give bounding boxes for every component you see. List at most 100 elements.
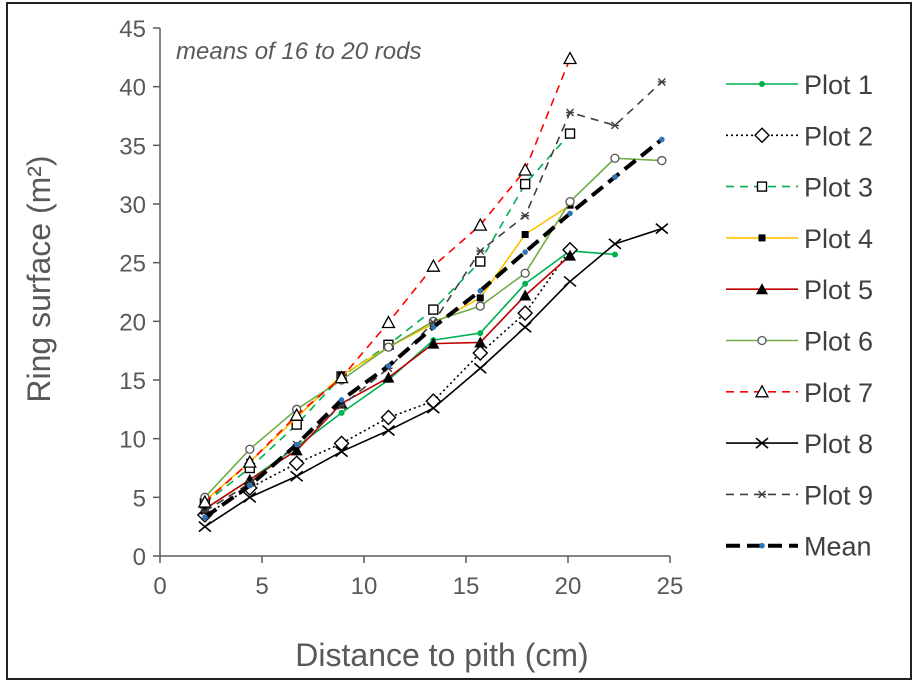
data-point bbox=[477, 288, 484, 294]
data-point bbox=[610, 153, 620, 163]
data-point bbox=[202, 514, 208, 521]
data-point bbox=[608, 238, 622, 250]
data-point bbox=[334, 370, 349, 384]
legend-item: Mean bbox=[726, 532, 872, 562]
data-point bbox=[290, 470, 304, 482]
data-point bbox=[611, 251, 618, 258]
x-tick-label: 20 bbox=[555, 573, 582, 600]
data-point bbox=[382, 371, 395, 383]
x-tick-label: 10 bbox=[351, 573, 378, 600]
legend-label: Mean bbox=[804, 532, 872, 562]
data-point bbox=[473, 362, 487, 374]
series-line bbox=[204, 204, 571, 502]
y-tick-label: 15 bbox=[119, 368, 146, 395]
legend-marker bbox=[755, 437, 769, 449]
y-tick-label: 40 bbox=[119, 75, 146, 102]
legend-label: Plot 9 bbox=[804, 480, 873, 510]
data-point bbox=[426, 258, 441, 272]
y-tick-label: 10 bbox=[119, 427, 146, 454]
y-tick-label: 45 bbox=[119, 16, 146, 43]
data-point bbox=[473, 217, 488, 231]
data-point bbox=[477, 330, 484, 337]
legend-label: Plot 8 bbox=[804, 429, 873, 459]
x-tick-label: 0 bbox=[153, 573, 166, 600]
legend-item: Plot 2 bbox=[726, 121, 873, 151]
data-point bbox=[472, 345, 489, 362]
legend-label: Plot 1 bbox=[804, 70, 873, 100]
x-tick-label: 15 bbox=[453, 573, 480, 600]
data-point bbox=[474, 336, 487, 348]
legend-label: Plot 7 bbox=[804, 378, 873, 408]
data-point bbox=[197, 494, 212, 508]
y-axis-title: Ring surface (m²) bbox=[21, 155, 57, 402]
x-axis-title: Distance to pith (cm) bbox=[295, 637, 588, 673]
data-point bbox=[335, 445, 349, 458]
legend-item: Plot 4 bbox=[726, 224, 873, 254]
data-point bbox=[519, 178, 531, 190]
legend-item: Plot 6 bbox=[726, 327, 873, 357]
data-point bbox=[521, 211, 530, 220]
data-point bbox=[520, 268, 530, 278]
legend-label: Plot 4 bbox=[804, 224, 873, 254]
data-point bbox=[522, 280, 529, 287]
data-point bbox=[521, 231, 529, 239]
data-point bbox=[565, 197, 575, 207]
series-plot-7 bbox=[197, 51, 578, 508]
data-point bbox=[563, 275, 577, 288]
legend-label: Plot 6 bbox=[804, 327, 873, 357]
legend-label: Plot 2 bbox=[804, 121, 873, 151]
axes: 0 5 10 15 20 25 0 5 10 15 20 25 30 35 40 45 bbox=[119, 16, 683, 600]
y-tick-label: 35 bbox=[119, 133, 146, 160]
data-point bbox=[243, 473, 256, 485]
data-point bbox=[381, 424, 395, 437]
legend-marker bbox=[759, 542, 765, 549]
x-tick-label: 5 bbox=[255, 573, 268, 600]
y-ticks: 0 5 10 15 20 25 30 35 40 45 bbox=[119, 16, 160, 571]
legend-item: Plot 1 bbox=[726, 70, 873, 100]
data-point bbox=[475, 301, 485, 311]
series-plot-4 bbox=[201, 201, 574, 505]
y-tick-label: 5 bbox=[133, 485, 146, 512]
data-point bbox=[476, 246, 485, 255]
legend-item: Plot 8 bbox=[726, 429, 873, 459]
data-point bbox=[428, 304, 439, 315]
line-chart: 0 5 10 15 20 25 0 5 10 15 20 25 30 35 40 45 means of 1… bbox=[21, 16, 873, 673]
legend-label: Plot 5 bbox=[804, 275, 873, 305]
data-point bbox=[293, 441, 300, 448]
series-layer bbox=[196, 51, 669, 533]
y-tick-label: 25 bbox=[119, 251, 146, 278]
x-tick-label: 25 bbox=[657, 573, 684, 600]
data-point bbox=[564, 249, 577, 261]
data-point bbox=[426, 402, 440, 414]
data-point bbox=[198, 521, 212, 533]
legend-marker bbox=[757, 335, 767, 346]
data-point bbox=[519, 289, 532, 301]
data-point bbox=[430, 324, 437, 331]
data-point bbox=[655, 223, 669, 235]
series-plot-2 bbox=[196, 241, 579, 523]
legend-item: Plot 7 bbox=[726, 378, 873, 408]
legend-label: Plot 3 bbox=[804, 173, 873, 203]
legend-marker bbox=[759, 81, 765, 87]
legend: Plot 1 Plot 2 Plot 3 Plot 4 Plot 5 Plot 6 Plot… bbox=[726, 70, 873, 562]
legend-marker bbox=[754, 127, 770, 144]
data-point bbox=[476, 294, 484, 302]
data-point bbox=[245, 444, 255, 454]
data-point bbox=[380, 409, 397, 426]
data-point bbox=[657, 77, 666, 86]
data-point bbox=[333, 435, 350, 452]
series-line bbox=[204, 227, 663, 528]
y-tick-label: 0 bbox=[133, 544, 146, 571]
data-point bbox=[381, 315, 396, 329]
legend-marker bbox=[756, 283, 768, 295]
x-ticks: 0 5 10 15 20 25 bbox=[153, 556, 683, 600]
legend-marker bbox=[758, 234, 766, 242]
data-point bbox=[567, 210, 573, 217]
y-tick-label: 30 bbox=[119, 192, 146, 219]
data-point bbox=[243, 491, 257, 503]
legend-item: Plot 9 bbox=[726, 480, 873, 510]
data-point bbox=[475, 256, 486, 267]
data-point bbox=[610, 121, 619, 130]
chart-annotation: means of 16 to 20 rods bbox=[176, 38, 421, 65]
chart-frame: 0 5 10 15 20 25 0 5 10 15 20 25 30 35 40 45 means of 1… bbox=[6, 2, 912, 680]
